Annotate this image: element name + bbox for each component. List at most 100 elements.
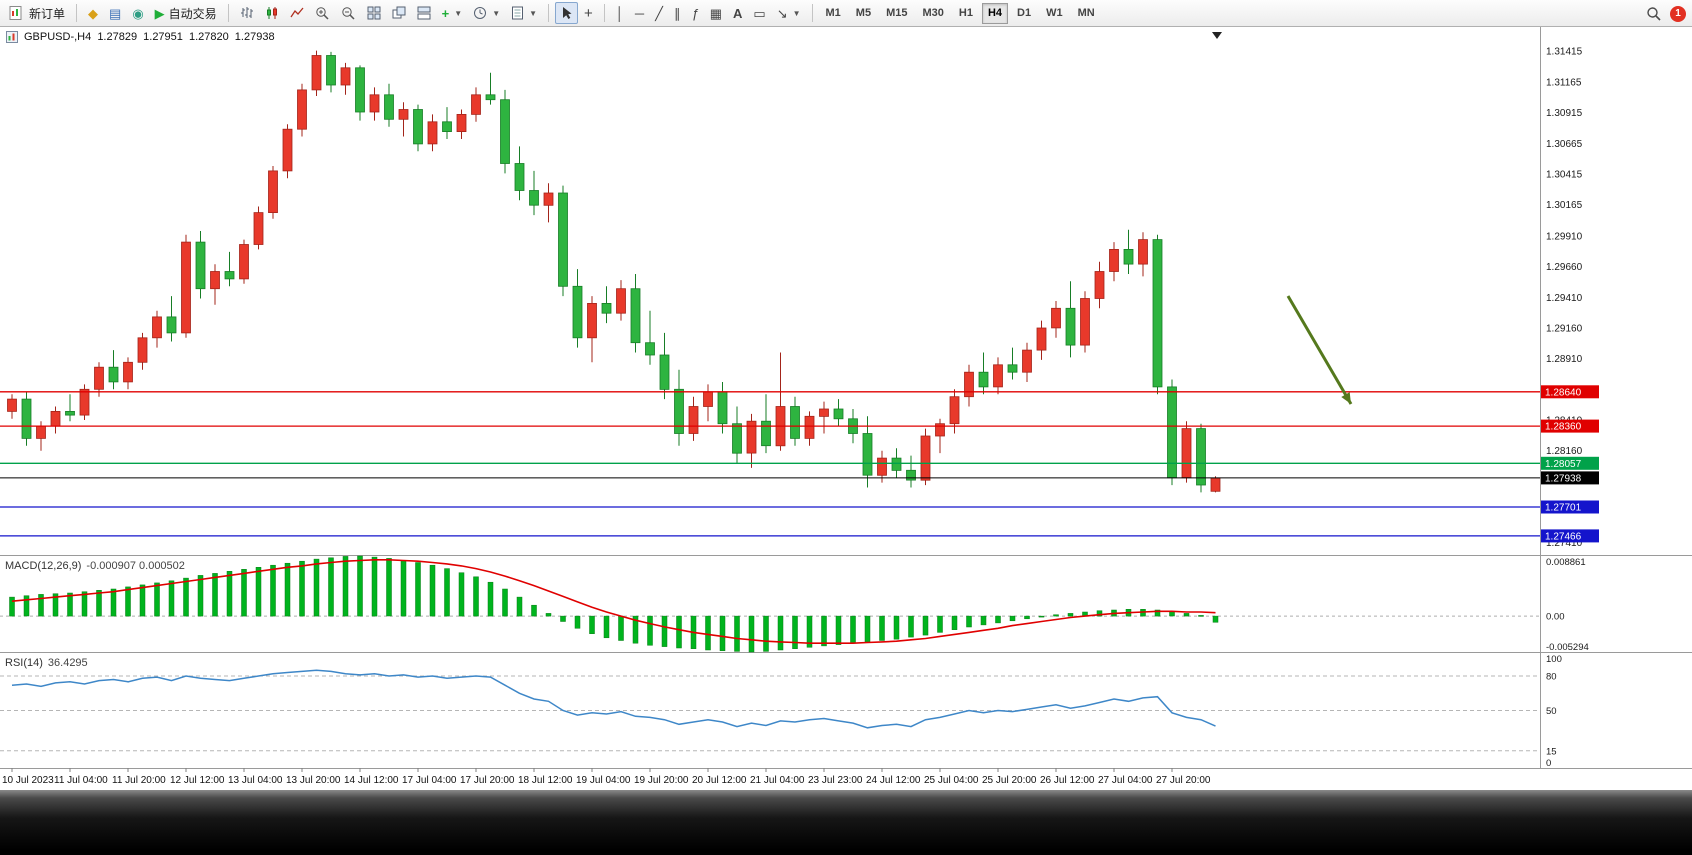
candle-down (224, 251, 235, 287)
vertical-line-icon: │ (615, 5, 624, 21)
timeframe-d1-button[interactable]: D1 (1011, 3, 1037, 24)
candle-body (703, 391, 713, 407)
time-label: 19 Jul 20:00 (634, 775, 689, 786)
channel-tool-button[interactable]: ∥ (669, 2, 686, 24)
candle-body (1007, 364, 1018, 373)
horizontal-line-tool-button[interactable]: ─ (630, 2, 649, 24)
macd-histogram-bar (893, 615, 900, 640)
candle-down (21, 391, 32, 446)
timeframe-h4-button[interactable]: H4 (981, 2, 1009, 24)
macd-histogram-bar (995, 615, 1001, 624)
candle-body (616, 288, 626, 314)
chevron-down-icon: ▼ (454, 8, 463, 18)
candle-up (1080, 291, 1090, 353)
tile-windows-button[interactable] (362, 2, 386, 24)
macd-histogram-bar (154, 582, 160, 617)
bar-chart-button[interactable] (235, 2, 259, 24)
candle-body (1138, 239, 1148, 265)
symbol-label: GBPUSD-,H4 (24, 31, 92, 43)
label-tool-button[interactable]: ▭ (748, 2, 770, 24)
cascade-windows-button[interactable] (387, 2, 411, 24)
time-label: 17 Jul 20:00 (460, 775, 515, 786)
metaeditor-button[interactable]: ◆ (83, 2, 103, 24)
candle-body (340, 67, 351, 86)
candle-up (7, 394, 17, 419)
templates-button[interactable]: ▼ (506, 2, 542, 24)
text-tool-button[interactable]: A (728, 2, 747, 24)
candle-body (224, 271, 235, 280)
timeframe-m5-button[interactable]: M5 (850, 3, 877, 24)
timeframe-mn-button[interactable]: MN (1072, 3, 1101, 24)
strategy-tester-button[interactable]: ◉ (127, 2, 148, 24)
timeframe-h1-button[interactable]: H1 (953, 3, 979, 24)
vertical-line-tool-button[interactable]: │ (611, 2, 629, 24)
macd-histogram-bar (647, 615, 653, 646)
candle-body (253, 212, 264, 245)
chart-shift-marker[interactable] (1212, 32, 1222, 39)
timeframe-w1-button[interactable]: W1 (1040, 3, 1069, 24)
candle-body (833, 408, 844, 420)
macd-histogram-bar (589, 615, 595, 634)
timeframe-m30-button[interactable]: M30 (916, 3, 949, 24)
macd-histogram-bar (284, 562, 291, 617)
candlestick-chart-button[interactable] (260, 2, 284, 24)
metaeditor-icon: ◆ (88, 5, 99, 21)
candle-up (1036, 320, 1047, 360)
candle-up (1094, 261, 1105, 309)
candle-up (311, 50, 322, 96)
candle-body (659, 354, 670, 390)
candle-up (688, 396, 699, 441)
chart-menu-icon[interactable] (6, 31, 18, 43)
trendline-tool-button[interactable]: ╱ (650, 2, 668, 24)
candle-body (935, 423, 945, 437)
candle-down (355, 65, 365, 121)
arrows-tool-button[interactable]: ↘ ▼ (772, 2, 806, 24)
market-watch-button[interactable]: ▤ (104, 2, 126, 24)
symbol-ohlc-label: GBPUSD-,H4 1.27829 1.27951 1.27820 1.279… (24, 31, 275, 43)
shapes-tool-button[interactable]: ▦ (705, 2, 727, 24)
candle-body (7, 398, 17, 412)
fibonacci-tool-button[interactable]: ƒ (686, 2, 703, 24)
new-order-button[interactable]: 新订单 (4, 2, 70, 24)
line-chart-button[interactable] (285, 2, 309, 24)
notification-badge[interactable]: 1 (1670, 5, 1686, 22)
timeframe-m15-button[interactable]: M15 (880, 3, 913, 24)
candle-body (1196, 428, 1206, 486)
trend-arrow[interactable] (1286, 295, 1353, 405)
cursor-tool-button[interactable] (555, 2, 579, 24)
periods-button[interactable]: ▼ (468, 2, 505, 24)
candle-up (427, 114, 438, 152)
auto-trading-button[interactable]: ▶ 自动交易 (150, 2, 222, 24)
candle-body (108, 366, 119, 383)
macd-histogram-bar (937, 615, 943, 633)
candle-body (543, 192, 554, 206)
zoom-out-button[interactable] (336, 2, 361, 24)
price-level-label: 1.28057 (1541, 456, 1599, 470)
macd-histogram-bar (632, 615, 639, 644)
macd-histogram-bar (574, 615, 581, 629)
time-label: 11 Jul 20:00 (112, 775, 166, 786)
price-chart-svg[interactable]: 1.31415 1.31165 1.30915 1.30665 1.30415 1.301… (0, 27, 1692, 790)
crosshair-tool-button[interactable]: + (579, 2, 598, 24)
timeframe-m1-button[interactable]: M1 (820, 3, 847, 24)
candle-body (50, 410, 61, 427)
candle-down (572, 269, 583, 348)
macd-histogram-bar (168, 580, 175, 617)
candle-down (862, 416, 873, 488)
zoom-in-button[interactable] (310, 2, 335, 24)
macd-histogram-bar (38, 594, 44, 617)
macd-histogram-bar (719, 615, 726, 651)
search-icon[interactable] (1646, 6, 1661, 21)
chart-area[interactable]: 1.31415 1.31165 1.30915 1.30665 1.30415 1.301… (0, 27, 1692, 790)
price-tick-label: 1.28910 (1546, 354, 1583, 365)
indicators-button[interactable]: + ▼ (437, 2, 468, 24)
candle-up (152, 310, 162, 348)
candle-body (36, 425, 46, 439)
arrange-windows-button[interactable] (412, 2, 436, 24)
candle-body (297, 89, 307, 130)
separator (603, 4, 605, 22)
price-level-label: 1.27938 (1541, 471, 1599, 485)
macd-histogram-bar (560, 615, 566, 622)
play-icon: ▶ (154, 5, 165, 21)
candle-body (645, 342, 655, 356)
